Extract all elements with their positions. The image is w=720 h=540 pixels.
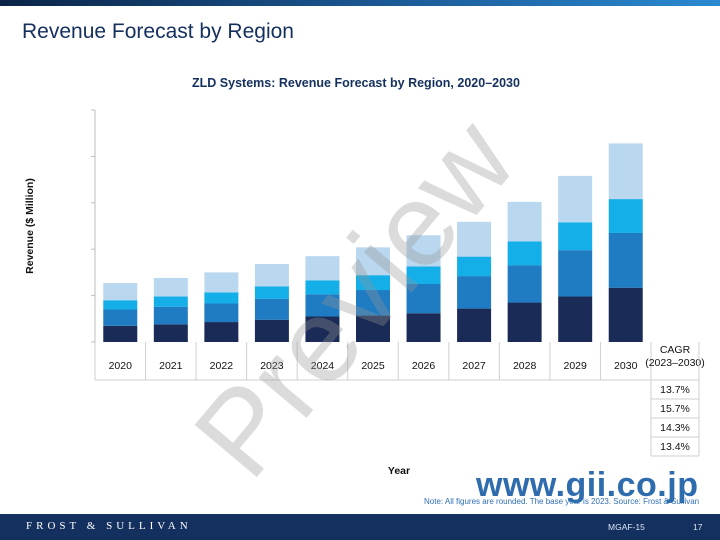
x-tick-label: 2020 [109,360,133,372]
x-tick-label: 2030 [614,360,638,372]
bar-segment-2023-series-3 [254,286,289,299]
x-tick-label: 2022 [210,360,234,372]
bar-segment-2030-series-3 [608,199,643,233]
bar-segment-2023-series-1 [254,319,289,342]
x-tick-label: 2026 [412,360,436,372]
x-tick-label: 2025 [361,360,385,372]
cagr-value: 13.7% [660,384,690,396]
bar-segment-2028-series-1 [507,302,542,342]
bar-segment-2024-series-3 [305,280,340,295]
bar-segment-2029-series-4 [558,175,593,223]
bar-segment-2024-series-2 [305,294,340,317]
bar-segment-2022-series-3 [204,292,239,304]
x-tick-label: 2028 [513,360,537,372]
x-tick-label: 2029 [564,360,588,372]
bar-segment-2028-series-2 [507,265,542,303]
top-rule [0,0,720,6]
source-note: Note: All figures are rounded. The base … [424,497,700,506]
bar-segment-2027-series-2 [457,276,492,309]
bar-segment-2023-series-4 [254,264,289,287]
bar-segment-2030-series-4 [608,143,643,200]
bar-segment-2029-series-2 [558,250,593,297]
cagr-value: 15.7% [660,403,690,415]
brand-logo: FROST & SULLIVAN [26,520,192,532]
bar-segment-2030-series-2 [608,232,643,288]
bar-segment-2026-series-4 [406,235,441,267]
footer-bar: FROST & SULLIVAN MGAF-15 17 [0,514,720,540]
bar-segment-2027-series-3 [457,256,492,277]
bar-segment-2027-series-1 [457,308,492,342]
bar-segment-2023-series-2 [254,298,289,320]
bar-segment-2021-series-3 [153,296,188,307]
bar-segment-2026-series-2 [406,284,441,314]
bar-segment-2022-series-2 [204,303,239,323]
bar-segment-2022-series-4 [204,272,239,293]
cagr-value: 14.3% [660,422,690,434]
slide-code: MGAF-15 [608,522,645,532]
bar-segment-2030-series-1 [608,287,643,342]
bar-segment-2020-series-1 [103,325,138,342]
x-tick-label: 2021 [159,360,183,372]
bar-segment-2022-series-1 [204,322,239,342]
cagr-value: 13.4% [660,441,690,453]
bar-segment-2021-series-4 [153,277,188,297]
bar-segment-2025-series-2 [356,290,390,316]
page-title: Revenue Forecast by Region [22,20,294,43]
bar-segment-2021-series-1 [153,324,188,342]
bar-segment-2029-series-3 [558,222,593,251]
bar-segment-2025-series-3 [356,275,390,291]
bar-segment-2024-series-4 [305,256,340,281]
x-tick-label: 2024 [311,360,335,372]
bar-segment-2020-series-4 [103,283,138,301]
x-tick-label: 2023 [260,360,284,372]
page-number: 17 [693,522,703,532]
chart-title: ZLD Systems: Revenue Forecast by Region,… [192,76,520,90]
bar-segment-2028-series-3 [507,241,542,266]
bar-segment-2026-series-1 [406,313,441,342]
bar-segment-2021-series-2 [153,306,188,325]
x-axis-label: Year [388,465,410,477]
bar-segment-2027-series-4 [457,221,492,257]
x-tick-label: 2027 [462,360,486,372]
site-watermark: www.gii.co.jp [476,466,699,504]
cagr-header: (2023–2030) [645,357,705,369]
cagr-header: CAGR [660,344,691,356]
bar-segment-2020-series-2 [103,309,138,326]
bar-segment-2025-series-1 [356,315,390,342]
bar-segment-2028-series-4 [507,201,542,242]
y-axis-label: Revenue ($ Million) [24,178,36,274]
bar-segment-2020-series-3 [103,300,138,310]
bar-segment-2025-series-4 [356,247,390,276]
bar-segment-2029-series-1 [558,296,593,342]
bar-segment-2026-series-3 [406,266,441,284]
bar-segment-2024-series-1 [305,316,340,342]
